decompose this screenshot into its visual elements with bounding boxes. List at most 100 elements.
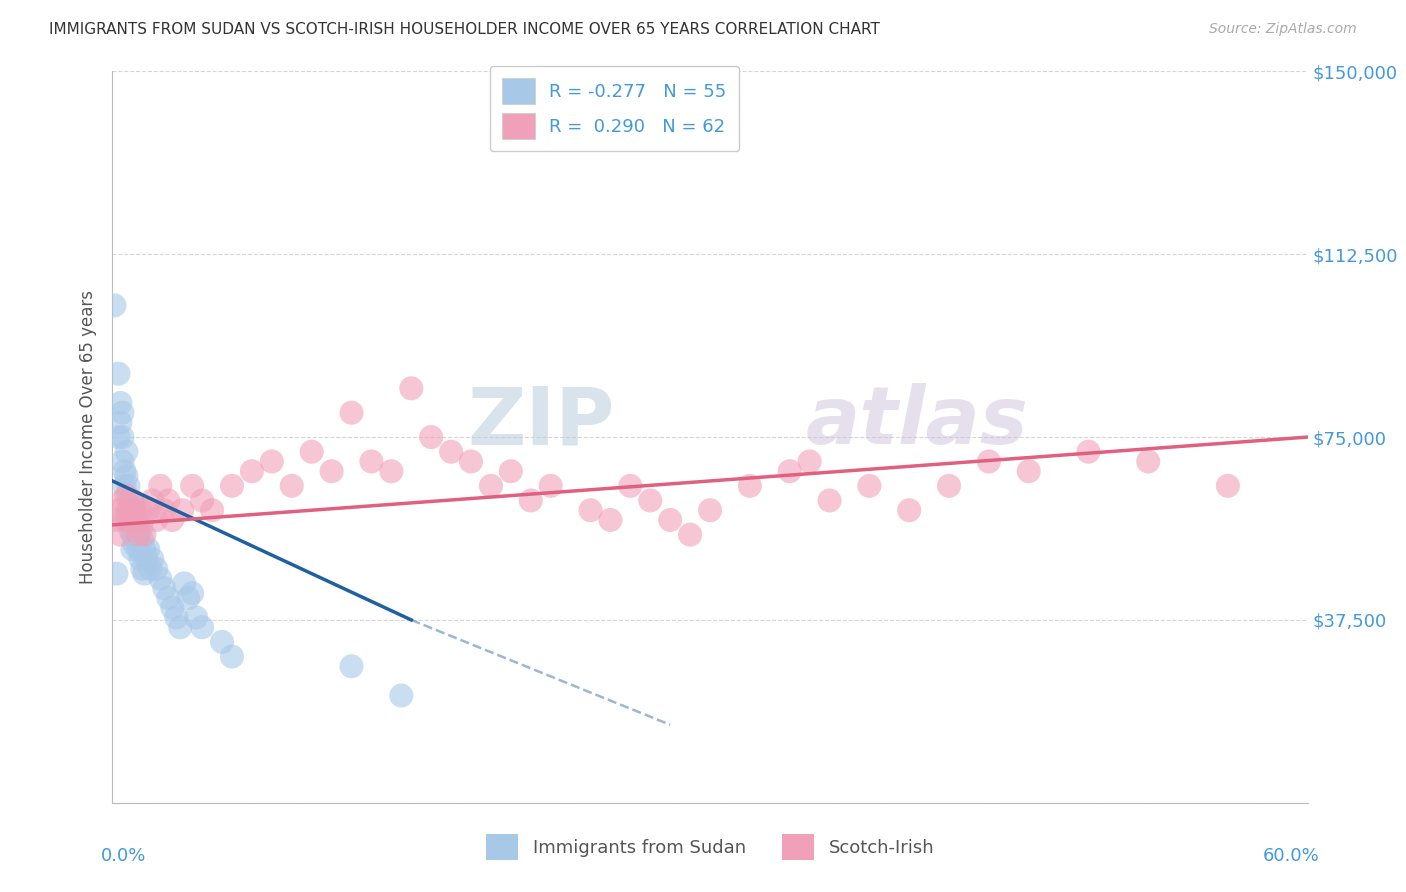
Point — [858, 479, 880, 493]
Point — [211, 635, 233, 649]
Point — [173, 576, 195, 591]
Point — [640, 493, 662, 508]
Point — [131, 562, 153, 576]
Point — [138, 542, 160, 557]
Point — [679, 527, 702, 541]
Point — [110, 527, 132, 541]
Point — [499, 464, 522, 478]
Point — [153, 581, 176, 595]
Point — [111, 430, 134, 444]
Point — [114, 513, 135, 527]
Point — [162, 600, 183, 615]
Point — [301, 444, 323, 458]
Point — [131, 533, 153, 547]
Point — [186, 610, 208, 624]
Point — [141, 552, 163, 566]
Point — [162, 513, 183, 527]
Point — [117, 513, 139, 527]
Point — [105, 513, 128, 527]
Point — [153, 503, 176, 517]
Point — [117, 503, 139, 517]
Point — [181, 586, 204, 600]
Point — [281, 479, 304, 493]
Point — [121, 493, 143, 508]
Point — [134, 542, 156, 557]
Point — [440, 444, 463, 458]
Point — [129, 552, 152, 566]
Point — [201, 503, 224, 517]
Point — [520, 493, 543, 508]
Point — [579, 503, 602, 517]
Point — [124, 503, 146, 517]
Point — [107, 430, 129, 444]
Point — [380, 464, 402, 478]
Point — [138, 503, 160, 517]
Point — [699, 503, 721, 517]
Point — [107, 367, 129, 381]
Point — [120, 503, 142, 517]
Point — [124, 503, 146, 517]
Point — [599, 513, 621, 527]
Point — [191, 620, 214, 634]
Point — [479, 479, 502, 493]
Text: ZIP: ZIP — [467, 384, 614, 461]
Point — [738, 479, 761, 493]
Point — [115, 489, 138, 503]
Point — [125, 517, 148, 532]
Point — [110, 416, 132, 430]
Point — [111, 493, 134, 508]
Point — [114, 479, 135, 493]
Y-axis label: Householder Income Over 65 years: Householder Income Over 65 years — [79, 290, 97, 584]
Point — [141, 493, 163, 508]
Point — [221, 649, 243, 664]
Point — [120, 513, 142, 527]
Point — [115, 444, 138, 458]
Point — [139, 562, 162, 576]
Point — [169, 620, 191, 634]
Text: IMMIGRANTS FROM SUDAN VS SCOTCH-IRISH HOUSEHOLDER INCOME OVER 65 YEARS CORRELATI: IMMIGRANTS FROM SUDAN VS SCOTCH-IRISH HO… — [49, 22, 880, 37]
Point — [420, 430, 443, 444]
Point — [129, 523, 152, 537]
Point — [1077, 444, 1099, 458]
Point — [134, 566, 156, 581]
Point — [149, 479, 172, 493]
Point — [111, 406, 134, 420]
Point — [131, 513, 153, 527]
Point — [121, 513, 143, 527]
Point — [360, 454, 382, 468]
Point — [389, 689, 412, 703]
Point — [540, 479, 562, 493]
Point — [1137, 454, 1160, 468]
Point — [127, 542, 149, 557]
Point — [121, 493, 143, 508]
Point — [340, 406, 363, 420]
Point — [135, 552, 157, 566]
Point — [111, 454, 134, 468]
Point — [321, 464, 343, 478]
Point — [129, 503, 152, 517]
Point — [124, 523, 146, 537]
Text: atlas: atlas — [806, 384, 1028, 461]
Point — [1018, 464, 1040, 478]
Point — [117, 493, 139, 508]
Point — [124, 537, 146, 551]
Point — [105, 566, 128, 581]
Point — [149, 572, 172, 586]
Point — [117, 479, 139, 493]
Point — [977, 454, 1000, 468]
Point — [120, 523, 142, 537]
Point — [145, 562, 167, 576]
Point — [114, 464, 135, 478]
Point — [460, 454, 482, 468]
Point — [172, 503, 194, 517]
Point — [898, 503, 921, 517]
Point — [260, 454, 283, 468]
Point — [145, 513, 167, 527]
Point — [125, 533, 148, 547]
Point — [181, 479, 204, 493]
Point — [157, 493, 180, 508]
Point — [157, 591, 180, 605]
Point — [121, 527, 143, 541]
Point — [110, 396, 132, 410]
Point — [191, 493, 214, 508]
